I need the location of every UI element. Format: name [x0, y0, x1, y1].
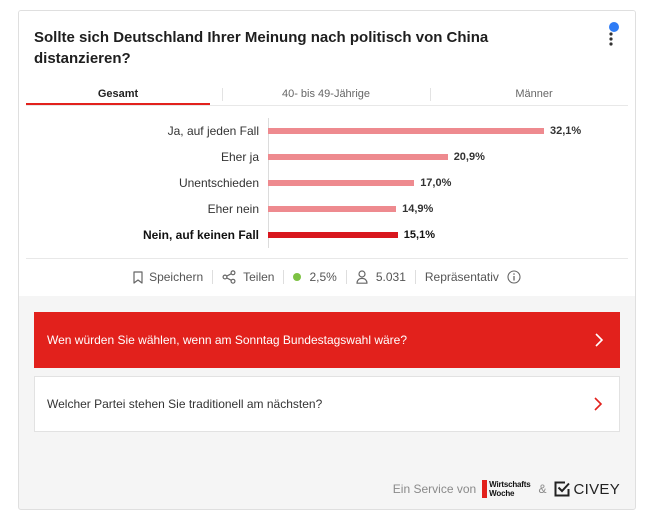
participant-count: 5.031 — [356, 266, 406, 288]
poll-widget-card: Sollte sich Deutschland Ihrer Meinung na… — [18, 10, 636, 510]
representative-info: Repräsentativ — [425, 266, 521, 288]
segment-tabs: Gesamt 40- bis 49-Jährige Männer — [26, 86, 628, 106]
kebab-menu-icon — [609, 32, 613, 46]
representative-label: Repräsentativ — [424, 270, 499, 284]
civey-logo-icon — [554, 481, 571, 497]
bar-label: Ja, auf jeden Fall — [167, 124, 259, 138]
wirtschaftswoche-logo-line: Wirtschafts — [489, 480, 531, 489]
participant-count-value: 5.031 — [375, 270, 406, 284]
chart-row: Nein, auf keinen Fall 15,1% — [26, 222, 628, 248]
bar — [268, 154, 448, 160]
bar-label: Nein, auf keinen Fall — [142, 228, 259, 242]
bar-value-label: 15,1% — [403, 229, 435, 241]
action-bar: Speichern Teilen 2,5% — [19, 266, 635, 288]
wirtschaftswoche-logo-line: Woche — [489, 489, 515, 498]
person-icon — [356, 270, 368, 284]
service-label: Ein Service von — [392, 482, 477, 496]
green-dot-icon — [293, 273, 302, 281]
action-divider — [414, 270, 416, 284]
bar-value-label: 20,9% — [453, 151, 485, 163]
margin-of-error-value: 2,5% — [309, 270, 337, 284]
share-icon — [222, 270, 236, 284]
tab-age-40-49[interactable]: 40- bis 49-Jährige — [281, 88, 371, 100]
chart-row: Unentschieden 17,0% — [26, 170, 628, 196]
share-button[interactable]: Teilen — [222, 266, 274, 288]
footer-credits: Ein Service von Wirtschafts Woche & CIVE… — [393, 479, 620, 499]
poll-panel: Sollte sich Deutschland Ihrer Meinung na… — [19, 11, 635, 296]
action-divider — [283, 270, 285, 284]
bar — [268, 232, 398, 238]
bookmark-icon — [133, 270, 143, 284]
poll-question: Sollte sich Deutschland Ihrer Meinung na… — [34, 29, 489, 67]
chart-row: Ja, auf jeden Fall 32,1% — [26, 118, 628, 144]
action-divider — [212, 270, 214, 284]
related-poll-button-party[interactable]: Welcher Partei stehen Sie traditionell a… — [34, 376, 620, 432]
civey-logo[interactable]: CIVEY — [554, 481, 620, 498]
related-poll-text: Welcher Partei stehen Sie traditionell a… — [47, 397, 323, 411]
margin-of-error: 2,5% — [293, 266, 337, 288]
divider — [26, 258, 628, 259]
tab-gesamt[interactable]: Gesamt — [26, 86, 210, 105]
bar — [268, 206, 397, 212]
share-label: Teilen — [243, 270, 275, 284]
bar — [268, 128, 544, 134]
wirtschaftswoche-logo-text: Wirtschafts Woche — [489, 480, 530, 498]
results-bar-chart: Ja, auf jeden Fall 32,1% Eher ja 20,9% U… — [26, 118, 628, 248]
notification-dot — [609, 22, 619, 32]
tab-maenner[interactable]: Männer — [515, 88, 553, 100]
save-button[interactable]: Speichern — [133, 266, 203, 288]
bar-value-label: 14,9% — [402, 203, 434, 215]
bar-label: Eher ja — [220, 150, 259, 164]
tab-divider — [418, 86, 442, 105]
save-label: Speichern — [149, 270, 204, 284]
bar-value-label: 32,1% — [550, 125, 582, 137]
related-poll-text: Wen würden Sie wählen, wenn am Sonntag B… — [47, 333, 407, 347]
chart-row: Eher ja 20,9% — [26, 144, 628, 170]
more-options-button[interactable] — [609, 32, 613, 46]
bar-label: Unentschieden — [178, 176, 259, 190]
related-poll-button-vote[interactable]: Wen würden Sie wählen, wenn am Sonntag B… — [34, 312, 620, 368]
chart-row: Eher nein 14,9% — [26, 196, 628, 222]
wirtschaftswoche-logo-mark — [482, 480, 488, 498]
action-divider — [345, 270, 347, 284]
wirtschaftswoche-logo[interactable]: Wirtschafts Woche — [482, 480, 531, 498]
chevron-right-icon — [595, 333, 604, 347]
info-icon[interactable] — [507, 270, 521, 284]
chevron-right-icon — [594, 397, 603, 411]
bar-label: Eher nein — [207, 202, 259, 216]
ampersand: & — [538, 482, 547, 496]
bar — [268, 180, 415, 186]
bar-value-label: 17,0% — [420, 177, 452, 189]
tab-divider — [210, 86, 234, 105]
civey-logo-text: CIVEY — [573, 480, 620, 498]
